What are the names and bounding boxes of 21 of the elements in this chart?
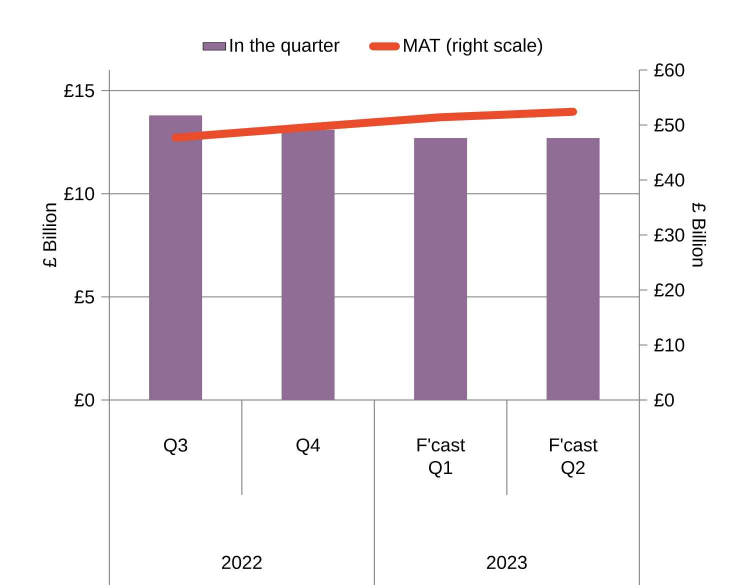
y-tick-label: £15: [64, 84, 94, 98]
y-tick-label: £10: [64, 187, 94, 200]
text: 2022: [222, 556, 262, 570]
y2-tick-label: £0: [654, 393, 674, 407]
y-tick-label: £0: [74, 393, 94, 407]
x-tick-label: Q3: [164, 438, 188, 456]
legend-label: MAT (right scale): [404, 38, 542, 56]
x-tick-label: F'cast Q2: [550, 438, 598, 478]
y2-axis-title: £ Billion: [692, 202, 706, 266]
text: 2023: [487, 556, 527, 570]
y2-tick-label: £20: [654, 283, 684, 297]
y2-tick-label: £10: [654, 338, 684, 352]
y2-tick-label: £30: [654, 228, 684, 242]
x-tick-label: F'cast Q1: [418, 438, 466, 478]
legend-label: In the quarter: [230, 38, 340, 56]
y-axis-title: £ Billion: [42, 204, 56, 268]
y2-tick-label: £40: [654, 173, 684, 187]
y-tick-label: £5: [74, 290, 94, 304]
y2-tick-label: £50: [654, 118, 684, 132]
x-tick-label: Q4: [296, 438, 320, 456]
y2-tick-label: £60: [654, 63, 684, 77]
